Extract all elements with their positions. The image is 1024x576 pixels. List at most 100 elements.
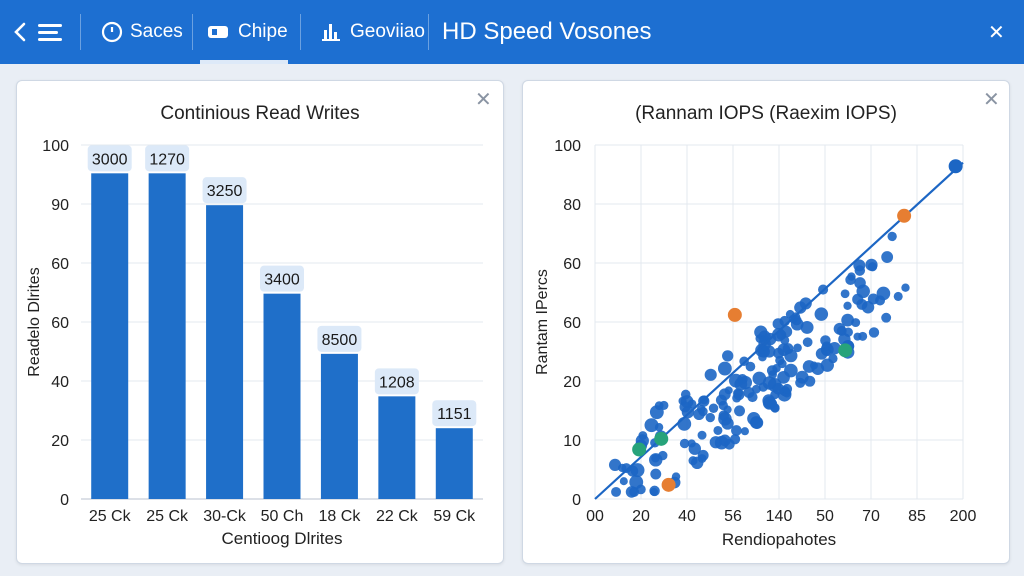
- divider: [428, 14, 429, 50]
- scatter-point: [697, 454, 707, 463]
- scatter-point: [697, 430, 707, 440]
- scatter-point: [740, 427, 749, 436]
- x-tick-label: 50 Ch: [261, 508, 304, 525]
- y-tick-label: 60: [563, 315, 581, 332]
- app-title: HD Speed Vosones: [442, 18, 652, 45]
- x-tick-label: 20: [632, 508, 650, 525]
- scatter-point: [722, 350, 734, 362]
- scatter-point: [828, 341, 841, 355]
- scatter-point: [705, 412, 715, 423]
- data-label-bg: [432, 400, 477, 427]
- scatter-point: [677, 416, 692, 431]
- scatter-point: [743, 386, 755, 399]
- tab-chipe[interactable]: Chipe: [206, 0, 288, 64]
- scatter-point: [767, 378, 782, 392]
- scatter-point: [629, 475, 644, 490]
- y-tick-label: 10: [563, 433, 581, 450]
- scatter-point: [887, 231, 897, 242]
- scatter-point: [696, 404, 706, 414]
- scatter-point: [901, 283, 910, 292]
- scatter-point: [785, 309, 795, 319]
- y-tick-label: 90: [51, 197, 69, 214]
- scatter-point: [621, 463, 632, 474]
- bar: [378, 396, 416, 499]
- data-label: 8500: [322, 332, 358, 349]
- x-tick-label: 56: [724, 508, 742, 525]
- scatter-point: [795, 370, 809, 384]
- clock-icon: [101, 21, 123, 43]
- y-tick-label: 80: [563, 197, 581, 214]
- scatter-point: [820, 335, 831, 346]
- scatter-point: [770, 390, 780, 400]
- divider: [300, 14, 301, 50]
- scatter-point: [777, 359, 787, 369]
- scatter-point: [731, 425, 742, 436]
- y-tick-label: 0: [60, 492, 69, 509]
- right-chart-panel: (Rannam IOPS (Raexim IOPS) ✕ 100 80 60 60 20…: [522, 80, 1010, 564]
- y-axis-label: Readelo Dlrites: [26, 267, 43, 376]
- data-label-bg: [145, 145, 190, 172]
- scatter-point: [679, 438, 690, 449]
- left-chart-panel: Continious Read Writes ✕ 100 90 60 60 40 20 0 3…: [16, 80, 504, 564]
- x-tick-label: 40: [678, 508, 696, 525]
- y-tick-label: 40: [51, 374, 69, 391]
- scatter-point: [717, 361, 732, 376]
- scatter-point: [814, 307, 829, 321]
- scatter-point: [654, 401, 664, 410]
- bar: [320, 353, 358, 499]
- scatter-point: [649, 453, 663, 467]
- highlighted-point: [897, 208, 912, 223]
- scatter-point: [893, 291, 903, 301]
- x-tick-label: 50: [816, 508, 834, 525]
- x-tick-label: 18 Ck: [319, 508, 362, 525]
- y-tick-label: 60: [51, 315, 69, 332]
- divider: [80, 14, 81, 50]
- x-axis-label: Rendiopahotes: [722, 530, 836, 549]
- close-window-button[interactable]: ✕: [988, 0, 1005, 64]
- scatter-point: [782, 383, 793, 394]
- scatter-point: [845, 274, 856, 286]
- scatter-point: [854, 277, 866, 289]
- back-button[interactable]: [10, 0, 30, 64]
- left-panel-close-icon[interactable]: ✕: [475, 89, 492, 111]
- scatter-point: [800, 320, 814, 334]
- scatter-point: [777, 343, 791, 357]
- bar: [148, 173, 186, 499]
- highlighted-point: [727, 307, 742, 322]
- tab-saces[interactable]: Saces: [100, 0, 183, 64]
- highlighted-point: [838, 343, 853, 358]
- scatter-point: [732, 393, 742, 403]
- left-chart-title: Continious Read Writes: [160, 103, 360, 124]
- close-icon: ✕: [988, 21, 1005, 44]
- tab-geoviiao[interactable]: Geoviiao: [320, 0, 425, 64]
- scatter-point: [851, 318, 861, 328]
- menu-button[interactable]: [36, 0, 66, 64]
- scatter-point: [770, 402, 780, 413]
- tab-geoviiao-label: Geoviiao: [350, 21, 425, 42]
- scatter-point: [820, 358, 834, 372]
- data-label: 1270: [149, 151, 185, 168]
- scatter-point: [861, 301, 875, 314]
- x-tick-label: 00: [586, 508, 604, 525]
- scatter-point: [868, 327, 880, 338]
- data-label-bg: [260, 265, 304, 292]
- data-label: 1151: [437, 406, 472, 423]
- scatter-point: [638, 431, 648, 440]
- scatter-point: [853, 332, 862, 341]
- bar: [206, 205, 244, 499]
- highlighted-point: [661, 477, 676, 492]
- y-tick-label: 100: [554, 138, 581, 155]
- scatter-point: [619, 477, 628, 486]
- scatter-point: [754, 325, 768, 339]
- right-panel-close-icon[interactable]: ✕: [983, 89, 1000, 111]
- scatter-point: [841, 313, 855, 327]
- scatter-point: [794, 301, 807, 314]
- scatter-point: [728, 373, 743, 388]
- scatter-point: [802, 337, 813, 348]
- x-tick-label: 30-Ck: [203, 508, 247, 525]
- x-tick-label: 200: [950, 508, 977, 525]
- x-tick-label: 22 Ck: [376, 508, 419, 525]
- scatter-point: [745, 361, 756, 372]
- x-tick-label: 25 Ck: [89, 508, 132, 525]
